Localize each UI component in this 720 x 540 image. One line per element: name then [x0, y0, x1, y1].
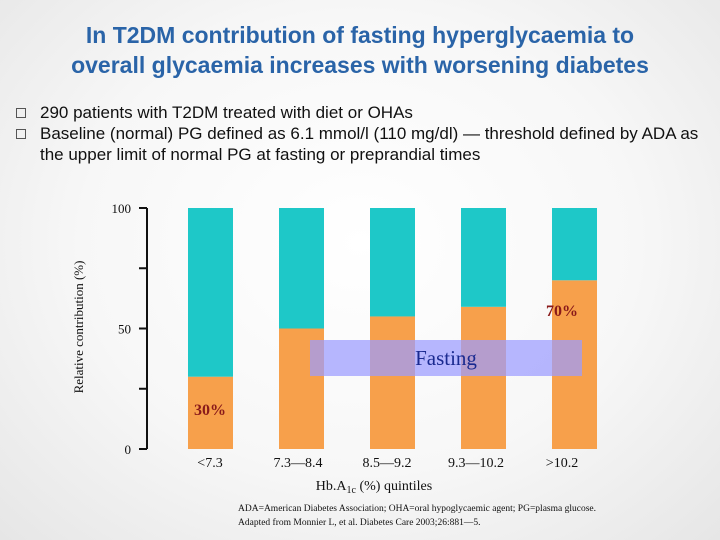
annotation-high: 70% — [546, 303, 578, 320]
x-axis-label-rest: (%) quintiles — [356, 479, 432, 494]
x-axis-label: Hb.A1c (%) quintiles — [316, 479, 432, 496]
bullet-text: Baseline (normal) PG defined as 6.1 mmol… — [40, 124, 699, 164]
stacked-bar-chart: Fasting 70% 30% 0 50 100 Relative contribu… — [71, 201, 597, 496]
x-axis-label-sub: 1c — [347, 485, 357, 496]
bullet-item: Baseline (normal) PG defined as 6.1 mmol… — [14, 123, 704, 165]
y-axis-label: Relative contribution (%) — [71, 261, 86, 394]
bar-fasting-4 — [461, 306, 506, 449]
x-tick-label: 7.3—8.4 — [274, 456, 323, 471]
x-tick-label: <7.3 — [197, 456, 222, 471]
bar-fasting-3 — [370, 316, 415, 449]
slide-title: In T2DM contribution of fasting hypergly… — [0, 20, 720, 80]
fasting-band-label: Fasting — [415, 346, 477, 370]
annotation-low: 30% — [194, 402, 226, 419]
x-axis-label-main: Hb.A — [316, 479, 348, 494]
bullet-list: 290 patients with T2DM treated with diet… — [14, 102, 704, 165]
x-tick-label: 9.3—10.2 — [448, 456, 504, 471]
y-tick-label: 0 — [125, 442, 132, 457]
x-tick-label: 8.5—9.2 — [363, 456, 412, 471]
footnote-line-1: ADA=American Diabetes Association; OHA=o… — [238, 504, 596, 514]
bar-postprandial-4 — [461, 208, 506, 307]
y-tick-label: 100 — [112, 201, 132, 216]
bar-postprandial-1 — [188, 208, 233, 377]
y-tick-label: 50 — [118, 322, 131, 337]
bullet-text: 290 patients with T2DM treated with diet… — [40, 103, 413, 122]
bar-postprandial-5 — [552, 208, 597, 281]
footnote: ADA=American Diabetes Association; OHA=o… — [238, 502, 708, 530]
bullet-square-icon — [16, 129, 26, 139]
x-tick-label: >10.2 — [546, 456, 578, 471]
bar-fasting-1 — [188, 376, 233, 449]
title-line-2: overall glycaemia increases with worseni… — [71, 52, 649, 78]
bar-postprandial-3 — [370, 208, 415, 317]
bullet-item: 290 patients with T2DM treated with diet… — [14, 102, 704, 123]
title-line-1: In T2DM contribution of fasting hypergly… — [85, 22, 635, 48]
bullet-square-icon — [16, 108, 26, 118]
bar-postprandial-2 — [279, 208, 324, 329]
fasting-band — [310, 340, 582, 376]
footnote-line-2: Adapted from Monnier L, et al. Diabetes … — [238, 518, 481, 528]
